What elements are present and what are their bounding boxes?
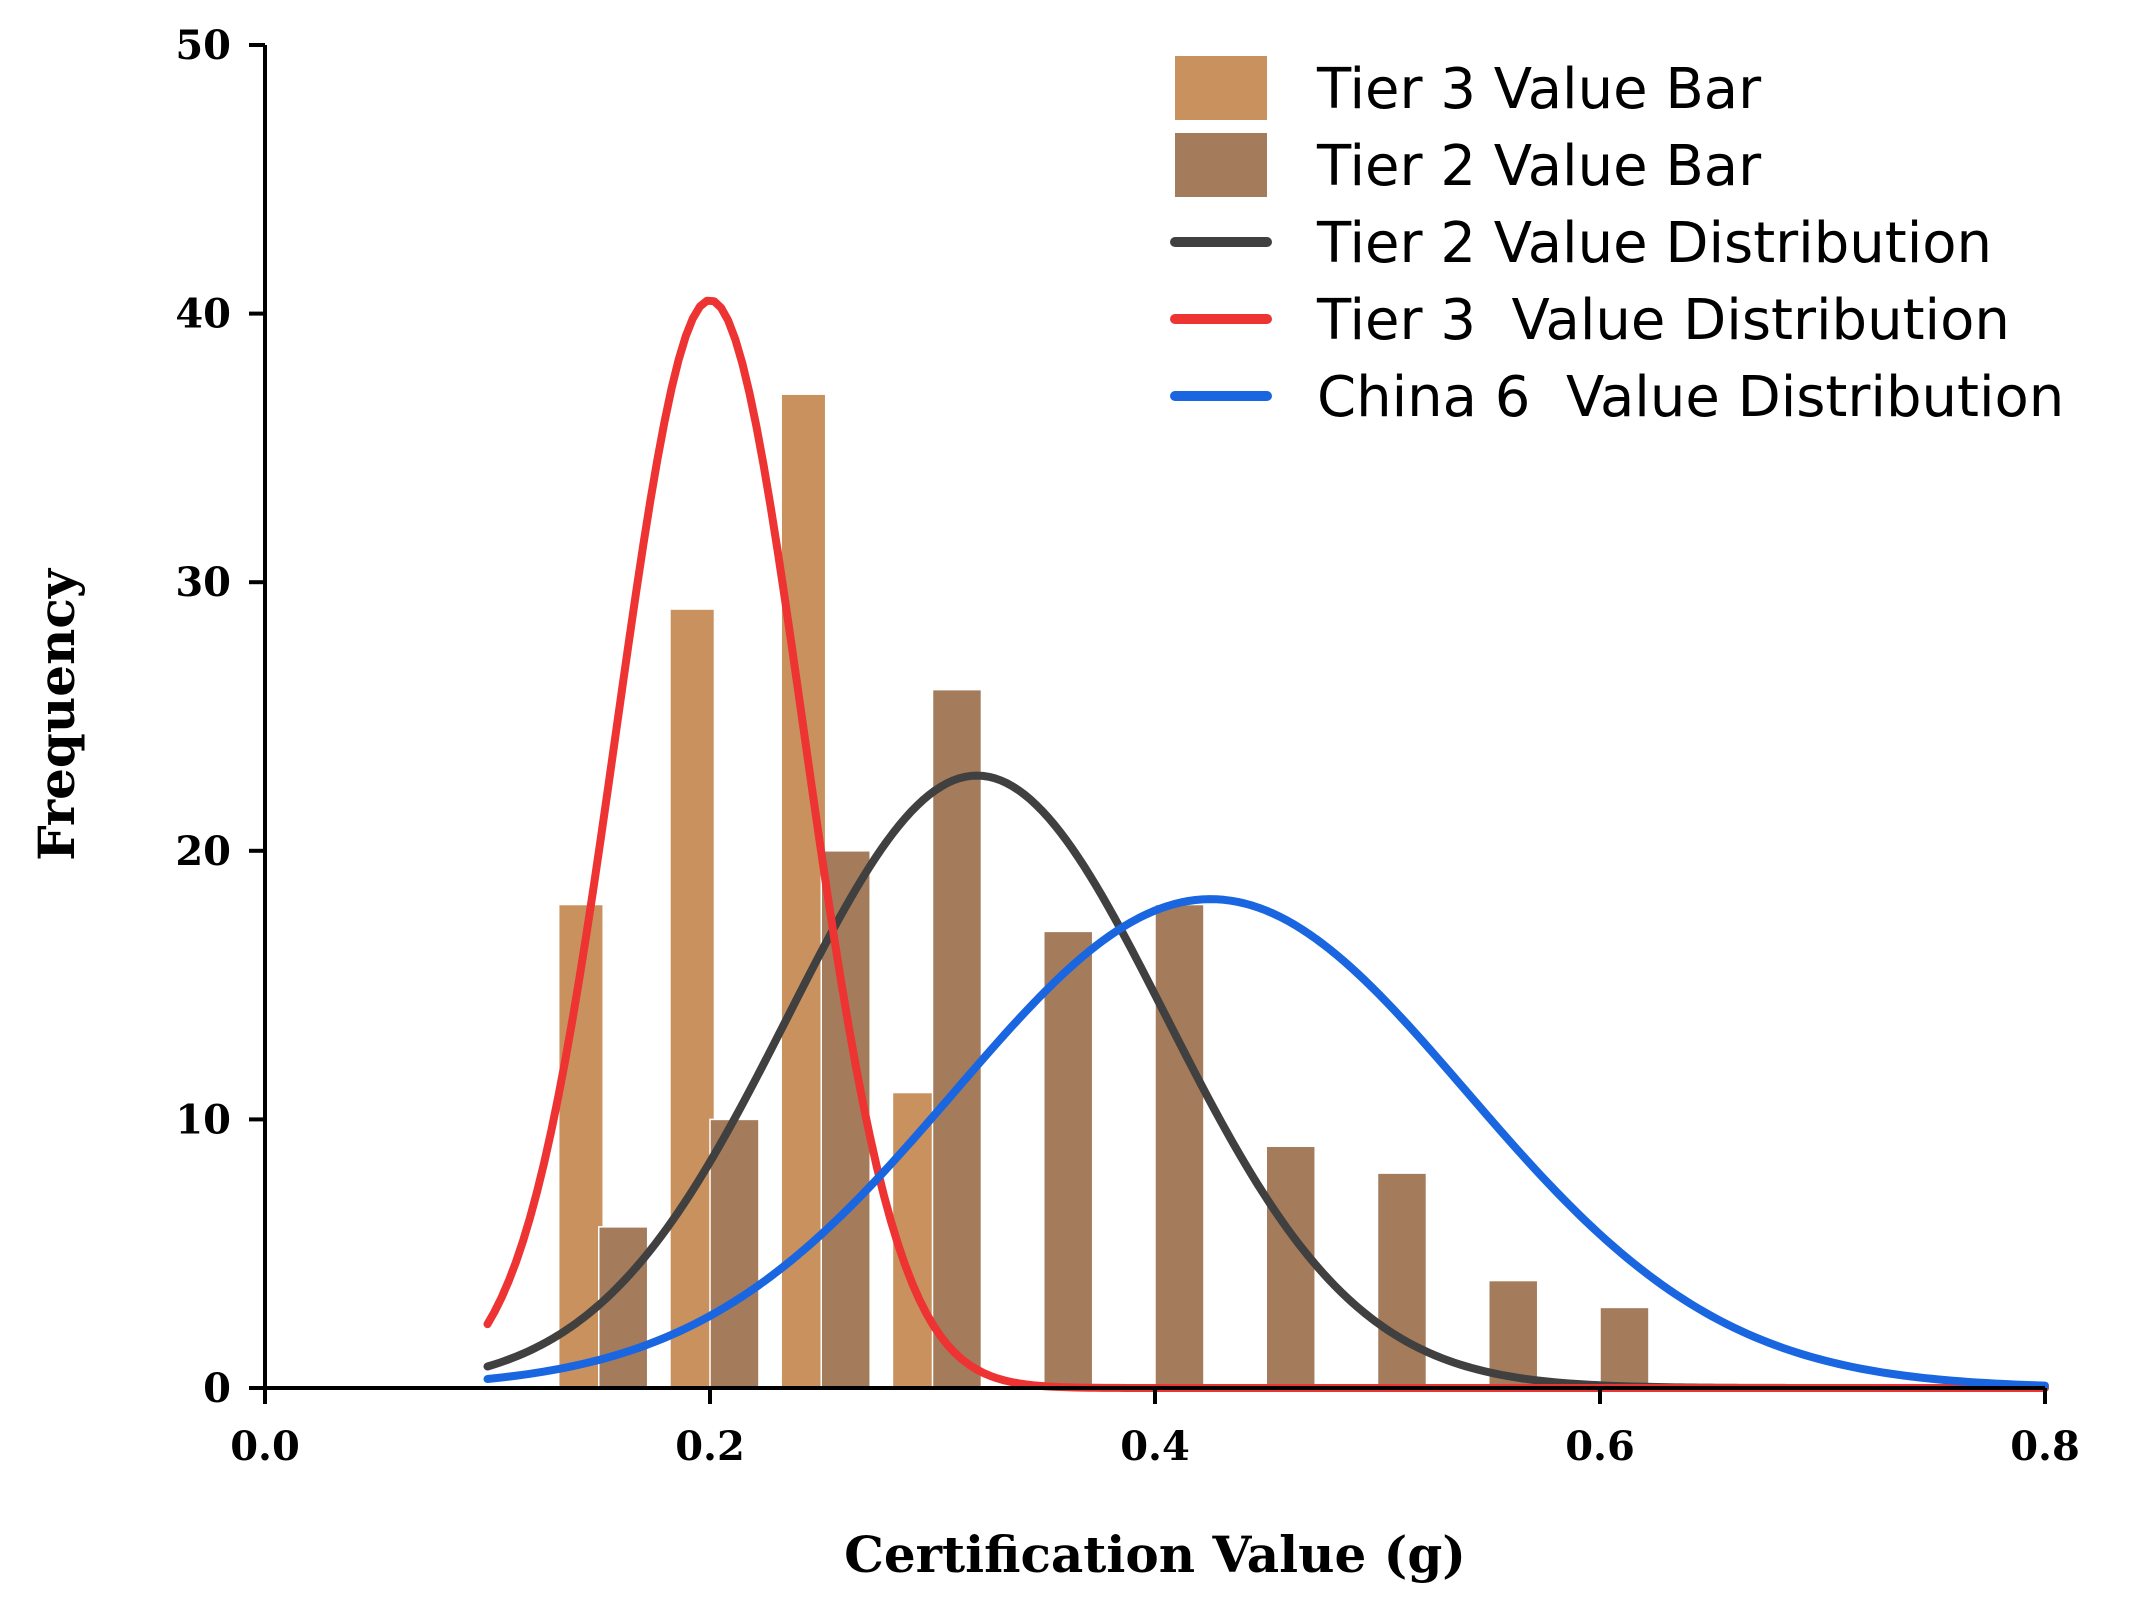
y-axis-title: Frequency (27, 567, 86, 861)
bar-tier2-6 (1265, 1145, 1316, 1389)
y-tick-label: 20 (175, 828, 231, 875)
bar-tier2-5 (1154, 903, 1205, 1389)
curve-china6 (483, 895, 2049, 1390)
bars-layer (557, 393, 1650, 1389)
ticks-layer: 0 10 20 30 40 50 0.0 0.2 0.4 0.6 0.8 (175, 22, 2079, 1470)
bar-tier2-7 (1376, 1172, 1428, 1389)
x-tick-label: 0.6 (1565, 1423, 1635, 1470)
y-tick-label: 0 (203, 1365, 231, 1412)
legend-label-2: Tier 2 Value Distribution (1316, 211, 1992, 276)
y-tick-label: 50 (175, 22, 231, 69)
bar-tier2-3 (931, 688, 983, 1389)
x-tick-label: 0.8 (2010, 1423, 2080, 1470)
bar-tier2-4 (1043, 930, 1094, 1389)
bar-tier2-0 (598, 1226, 649, 1389)
x-tick-label: 0.0 (230, 1423, 300, 1470)
legend-swatch-1 (1175, 133, 1267, 197)
legend-label-3: Tier 3 Value Distribution (1316, 288, 2010, 353)
legend-label-1: Tier 2 Value Bar (1316, 134, 1762, 199)
bar-tier3-2 (780, 393, 827, 1389)
y-tick-label: 10 (175, 1096, 231, 1143)
y-tick-label: 40 (175, 291, 231, 338)
x-tick-label: 0.4 (1120, 1423, 1190, 1470)
legend-label-0: Tier 3 Value Bar (1316, 57, 1762, 122)
x-tick-label: 0.2 (675, 1423, 745, 1470)
legend-swatch-0 (1175, 56, 1267, 120)
legend-label-4: China 6 Value Distribution (1317, 365, 2064, 430)
bar-tier3-1 (669, 608, 716, 1389)
legend: Tier 3 Value Bar Tier 2 Value Bar Tier 2 V… (1170, 56, 2064, 430)
bar-tier2-1 (709, 1118, 760, 1389)
bar-tier2-9 (1599, 1306, 1650, 1389)
y-tick-label: 30 (175, 559, 231, 606)
x-axis-title: Certification Value (g) (844, 1525, 1466, 1584)
